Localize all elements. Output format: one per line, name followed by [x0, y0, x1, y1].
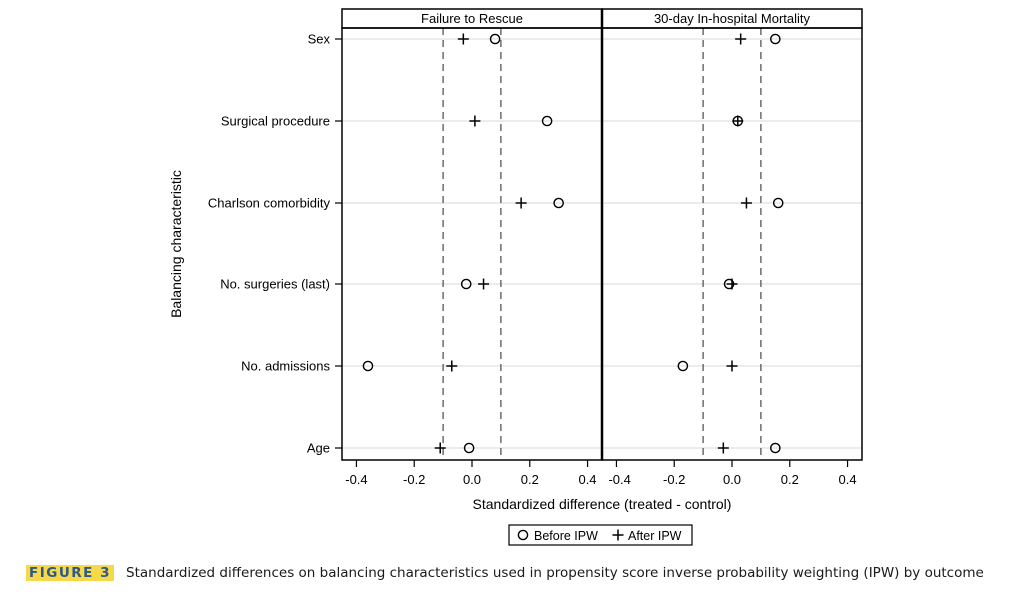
legend-box — [508, 524, 693, 546]
x-tick-label-0-4: 0.4 — [578, 472, 596, 487]
y-tick-label-1: Surgical procedure — [221, 114, 330, 129]
x-tick-label-1-2: 0.0 — [723, 472, 741, 487]
x-tick-label-0-1: -0.2 — [403, 472, 425, 487]
after-ipw-point-1-4 — [726, 360, 738, 372]
after-ipw-point-1-0 — [735, 33, 747, 45]
after-ipw-point-0-4 — [446, 360, 458, 372]
chart-figure: Failure to Rescue 30-day In-hospital Mort… — [168, 8, 863, 546]
before-ipw-point-0-0 — [489, 33, 501, 45]
legend-plus-marker — [612, 529, 624, 541]
before-ipw-point-0-4 — [362, 360, 374, 372]
before-ipw-point-0-3 — [460, 278, 472, 290]
figure-caption: FIGURE 3 Standardized differences on bala… — [26, 565, 1016, 581]
x-tick-label-1-1: -0.2 — [663, 472, 685, 487]
y-tick-label-3: No. surgeries (last) — [220, 277, 330, 292]
after-ipw-point-0-0 — [457, 33, 469, 45]
panel-frame-1 — [601, 27, 863, 461]
y-tick-label-4: No. admissions — [241, 359, 330, 374]
after-ipw-point-0-5 — [434, 442, 446, 454]
panel-title-1: 30-day In-hospital Mortality — [654, 11, 811, 26]
legend: Before IPW After IPW — [508, 524, 693, 546]
x-tick-label-1-0: -0.4 — [608, 472, 630, 487]
legend-label-after: After IPW — [628, 529, 682, 543]
panel-frame-0 — [341, 27, 603, 461]
after-ipw-point-1-3 — [726, 278, 738, 290]
y-tick-label-2: Charlson comorbidity — [208, 196, 331, 211]
legend-label-before: Before IPW — [534, 529, 598, 543]
x-tick-label-0-3: 0.2 — [521, 472, 539, 487]
y-tick-label-0: Sex — [308, 32, 331, 47]
after-ipw-point-0-1 — [469, 115, 481, 127]
y-axis-label: Balancing characteristic — [168, 170, 184, 318]
after-ipw-point-1-5 — [717, 442, 729, 454]
legend-circle-marker — [517, 529, 529, 541]
x-tick-label-0-0: -0.4 — [345, 472, 367, 487]
after-ipw-point-1-1 — [732, 115, 744, 127]
panel-title-0: Failure to Rescue — [421, 11, 523, 26]
x-tick-label-1-3: 0.2 — [781, 472, 799, 487]
figure-caption-text: Standardized differences on balancing ch… — [126, 565, 984, 581]
after-ipw-point-0-3 — [478, 278, 490, 290]
x-tick-label-1-4: 0.4 — [839, 472, 857, 487]
after-ipw-point-0-2 — [515, 197, 527, 209]
before-ipw-point-1-0 — [770, 33, 781, 45]
before-ipw-point-0-5 — [463, 442, 475, 454]
y-tick-label-5: Age — [307, 441, 330, 456]
before-ipw-point-0-1 — [541, 115, 553, 127]
x-tick-label-0-2: 0.0 — [463, 472, 481, 487]
before-ipw-point-0-2 — [553, 197, 564, 209]
before-ipw-point-1-4 — [677, 360, 689, 372]
before-ipw-point-1-2 — [772, 197, 784, 209]
before-ipw-point-1-5 — [770, 442, 781, 454]
x-axis-label: Standardized difference (treated - contr… — [473, 496, 732, 512]
after-ipw-point-1-2 — [740, 197, 752, 209]
figure-label: FIGURE 3 — [26, 565, 114, 581]
